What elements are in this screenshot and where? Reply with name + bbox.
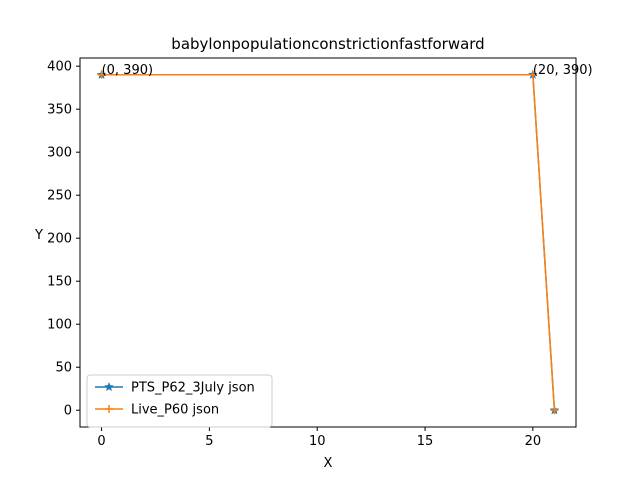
- y-tick-label: 200: [47, 232, 72, 247]
- y-tick-label: 100: [47, 318, 72, 333]
- y-axis-label: Y: [34, 228, 43, 243]
- x-tick-label: 5: [205, 434, 213, 449]
- legend: PTS_P62_3July json Live_P60 json: [86, 374, 273, 428]
- x-tick-label: 20: [525, 434, 542, 449]
- legend-entry-label: Live_P60 json: [131, 403, 219, 418]
- y-tick-label: 350: [47, 103, 72, 118]
- x-tick-label: 15: [417, 434, 434, 449]
- legend-box: [86, 374, 273, 428]
- legend-entry-label: PTS_P62_3July json: [131, 381, 255, 396]
- y-tick-label: 250: [47, 189, 72, 204]
- chart-title: babylonpopulationconstrictionfastforward: [171, 35, 484, 53]
- y-tick-label: 400: [47, 60, 72, 75]
- series-1-point: [528, 70, 537, 79]
- legend-marker: [104, 381, 114, 392]
- y-tick-label: 50: [55, 361, 72, 376]
- point-annotation: (20, 390): [533, 63, 593, 78]
- point-annotation: (0, 390): [102, 63, 154, 78]
- x-axis-label: X: [324, 456, 333, 471]
- series-1-point: [550, 406, 559, 415]
- x-tick-label: 10: [309, 434, 326, 449]
- series-1-point: [97, 70, 106, 79]
- plot-frame: [79, 57, 577, 428]
- y-tick-label: 0: [64, 404, 72, 419]
- x-tick-label: 0: [97, 434, 105, 449]
- legend-marker: [105, 405, 113, 413]
- y-tick-label: 300: [47, 146, 72, 161]
- y-tick-label: 150: [47, 275, 72, 290]
